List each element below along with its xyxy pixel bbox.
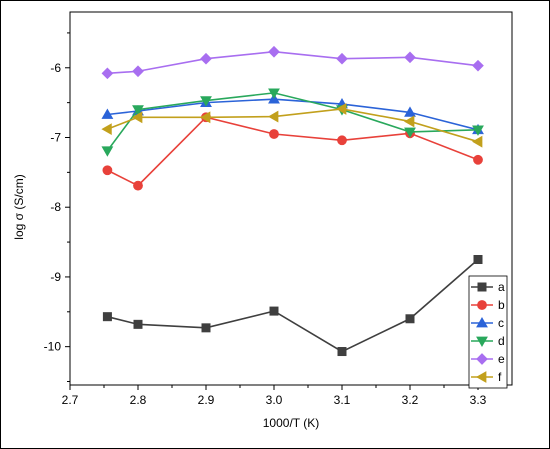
- series-line-b: [107, 116, 479, 187]
- x-tick-label: 3.3: [470, 393, 487, 407]
- data-point-c: [404, 106, 416, 117]
- series-e: [101, 45, 484, 80]
- data-point-a: [201, 323, 211, 333]
- legend-marker-a: [477, 282, 487, 292]
- data-point-c: [101, 108, 114, 119]
- data-point-a: [337, 347, 347, 357]
- series-line-d: [106, 92, 479, 152]
- legend-marker-b: [477, 300, 487, 310]
- series-d: [101, 88, 484, 157]
- data-point-e: [268, 45, 280, 58]
- y-tick-label: -9: [50, 270, 61, 284]
- legend-marker-c: [476, 316, 488, 328]
- x-tick-label: 2.9: [198, 393, 215, 407]
- legend-marker-f: [475, 371, 487, 383]
- data-point-a: [269, 306, 279, 316]
- series-f: [101, 102, 483, 148]
- legend-label-c: c: [498, 316, 504, 330]
- series-line-a: [107, 258, 479, 353]
- series-a: [102, 255, 483, 357]
- data-point-d: [404, 127, 416, 138]
- x-tick-label: 3.0: [266, 393, 283, 407]
- legend-label-d: d: [498, 334, 505, 348]
- data-point-e: [336, 52, 348, 65]
- data-point-b: [269, 129, 279, 139]
- data-point-d: [268, 88, 280, 99]
- x-tick-label: 2.7: [62, 393, 79, 407]
- series-layer: [101, 45, 484, 357]
- data-point-f: [131, 111, 143, 124]
- data-point-f: [199, 111, 211, 124]
- data-point-a: [405, 314, 415, 324]
- plot-border: [69, 11, 513, 386]
- data-point-e: [472, 59, 484, 72]
- data-point-f: [335, 102, 347, 115]
- data-point-f: [101, 123, 112, 136]
- data-point-d: [472, 125, 484, 136]
- series-b: [102, 112, 483, 191]
- data-point-d: [200, 96, 212, 107]
- legend-marker-e: [476, 353, 488, 365]
- legend-label-a: a: [498, 280, 505, 294]
- y-tick-label: -6: [50, 61, 61, 75]
- y-tick-label: -8: [50, 200, 61, 214]
- data-point-f: [267, 110, 279, 123]
- data-point-a: [102, 312, 112, 322]
- data-point-e: [132, 65, 144, 78]
- data-point-b: [102, 165, 113, 176]
- series-line-f: [107, 108, 479, 143]
- x-tick-label: 3.1: [334, 393, 351, 407]
- legend-label-f: f: [498, 370, 502, 384]
- data-point-b: [473, 154, 483, 165]
- data-point-e: [404, 51, 416, 64]
- data-point-b: [337, 135, 347, 146]
- x-tick-label: 2.8: [130, 393, 147, 407]
- data-point-a: [473, 255, 483, 265]
- legend-box: [468, 275, 508, 389]
- data-point-b: [133, 180, 143, 191]
- legend-label-e: e: [498, 352, 505, 366]
- x-tick-label: 3.2: [402, 393, 419, 407]
- y-tick-label: -7: [50, 130, 61, 144]
- x-axis-label: 1000/T (K): [263, 416, 319, 430]
- legend-label-b: b: [498, 298, 505, 312]
- y-tick-label: -10: [44, 340, 62, 354]
- y-axis-label: log σ (S/cm): [12, 174, 26, 239]
- data-point-f: [471, 135, 483, 148]
- series-line-e: [107, 50, 479, 75]
- data-point-d: [101, 146, 114, 157]
- data-point-e: [101, 67, 114, 80]
- data-point-a: [133, 319, 143, 329]
- axes: 2.7 2.8 2.9 3.0 3.1 3.2 3.3 -10 -9 -8 -7 -6: [44, 11, 513, 407]
- data-point-d: [132, 105, 144, 116]
- legend-marker-d: [476, 336, 488, 348]
- data-point-f: [403, 115, 415, 128]
- data-point-e: [200, 52, 212, 65]
